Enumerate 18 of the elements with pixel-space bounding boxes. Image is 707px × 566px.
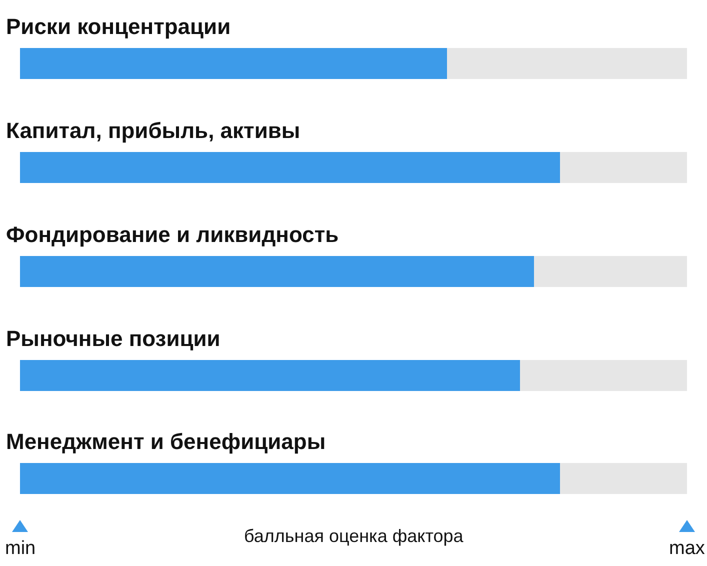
text: min [5,538,36,559]
y-tick-label: Капитал, прибыль, активы [6,118,300,143]
bar [560,463,687,494]
bar [20,463,560,494]
y-tick-label: Менеджмент и бенефициары [6,429,326,454]
y-tick-label: Фондирование и ликвидность [6,222,339,247]
bar [447,48,687,79]
y-tick-label: Рыночные позиции [6,326,220,351]
y-tick-label: Риски концентрации [6,14,231,39]
x-axis-title: балльная оценка фактора [244,526,464,546]
text: max [669,538,706,559]
bar [20,360,520,391]
bar [520,360,687,391]
bar [534,256,687,287]
bar [20,256,534,287]
bar [560,152,687,183]
bar [20,152,560,183]
bar [20,48,447,79]
